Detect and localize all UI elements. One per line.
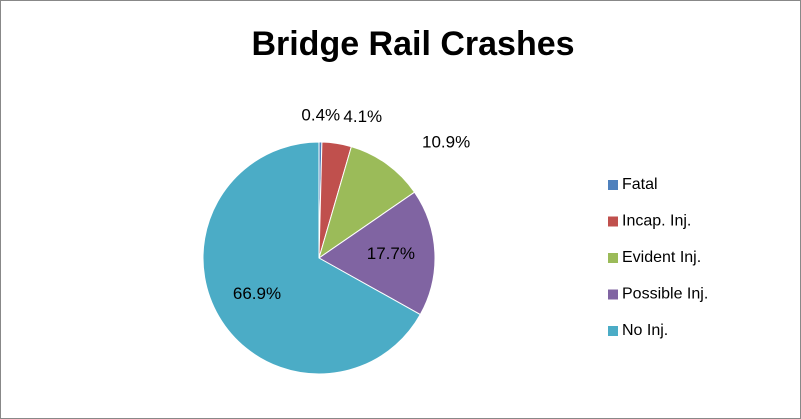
data-label: 0.4% (301, 105, 340, 124)
pie-slice (318, 191, 436, 316)
data-label: 4.1% (343, 107, 382, 126)
legend-swatch (608, 180, 618, 190)
legend-label: Fatal (622, 176, 658, 193)
legend-swatch (608, 289, 618, 300)
data-label: 17.7% (367, 244, 415, 263)
pie-slice (318, 145, 416, 260)
legend-label: Possible Inj. (622, 286, 708, 303)
legend-label: Incap. Inj. (622, 213, 691, 230)
legend-swatch (608, 326, 618, 336)
legend-label: Evident Inj. (622, 249, 701, 266)
chart-title: Bridge Rail Crashes (251, 25, 574, 63)
data-label: 10.9% (422, 132, 470, 151)
pie-slice (202, 141, 421, 375)
legend-swatch (608, 253, 618, 263)
data-label: 66.9% (233, 284, 281, 303)
legend-swatch (608, 216, 618, 227)
legend-label: No Inj. (622, 322, 668, 339)
